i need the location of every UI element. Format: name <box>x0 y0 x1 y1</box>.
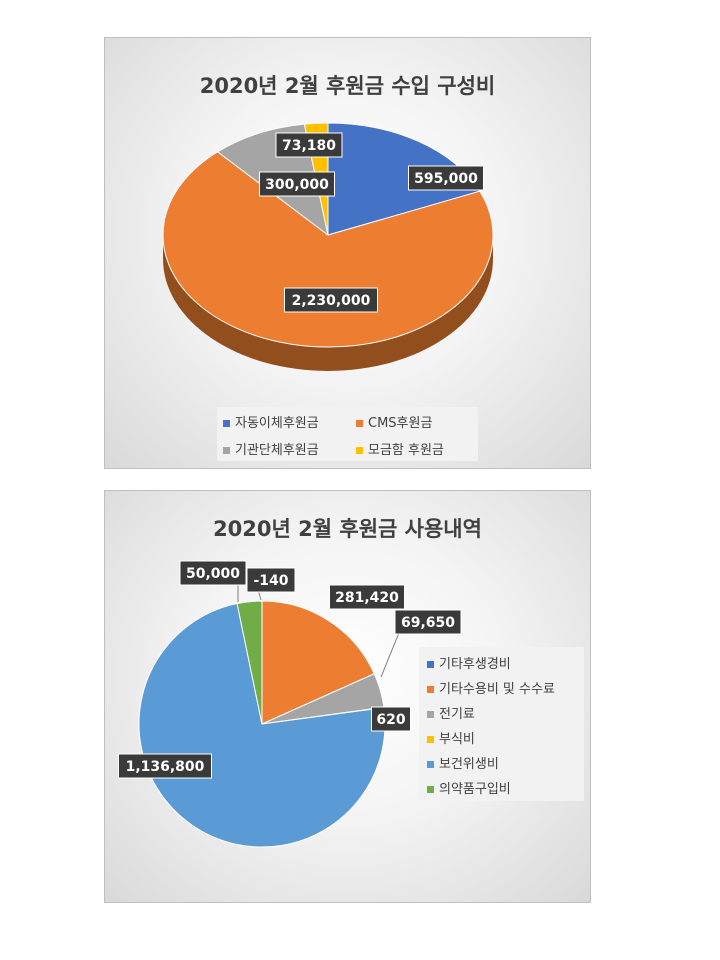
legend-label: CMS후원금 <box>368 416 433 431</box>
data-label: 1,136,800 <box>118 753 212 779</box>
chart-title: 2020년 2월 후원금 사용내역 <box>213 517 482 541</box>
chart-title: 2020년 2월 후원금 수입 구성비 <box>199 74 496 98</box>
legend-swatch <box>356 420 363 427</box>
data-label: 300,000 <box>259 171 335 197</box>
legend-label: 보건위생비 <box>439 757 499 772</box>
legend-label: 전기료 <box>439 707 475 722</box>
legend-item: 의약품구입비 <box>427 778 511 797</box>
legend-item: 부식비 <box>427 728 475 747</box>
data-label: 620 <box>371 706 411 732</box>
legend-label: 기타수용비 및 수수료 <box>439 682 555 697</box>
data-label: 69,650 <box>394 609 462 635</box>
data-label: 281,420 <box>329 584 405 610</box>
data-label: 595,000 <box>408 165 484 191</box>
pie-slice <box>162 151 494 348</box>
data-label: 2,230,000 <box>284 287 378 313</box>
pie-slice <box>236 600 263 725</box>
legend-item: CMS후원금 <box>356 412 432 431</box>
legend-swatch <box>223 420 230 427</box>
svg-text:281,420: 281,420 <box>335 590 399 606</box>
expense-legend: 기타후생경비 기타수용비 및 수수료 전기료 부식비 보건위생비 의약품구입비 <box>419 647 584 801</box>
legend-item: 기타후생경비 <box>427 653 511 672</box>
legend-item: 기타수용비 및 수수료 <box>427 678 555 697</box>
expense-pie-chart: 2020년 2월 후원금 사용내역 -140 281,420 69,650 620 1,… <box>104 490 591 903</box>
legend-item: 모금함 후원금 <box>356 439 444 458</box>
pie-slice <box>261 600 375 725</box>
legend-swatch <box>427 711 434 718</box>
legend-swatch <box>223 447 230 454</box>
legend-item: 기관단체후원금 <box>223 439 319 458</box>
legend-swatch <box>356 447 363 454</box>
svg-text:50,000: 50,000 <box>186 566 240 582</box>
svg-text:73,180: 73,180 <box>282 138 336 154</box>
legend-label: 의약품구입비 <box>439 782 511 797</box>
income-pie-chart: 2020년 2월 후원금 수입 구성비 595,000 2,230,000 300,… <box>104 37 591 469</box>
legend-item: 보건위생비 <box>427 753 499 772</box>
pie-slice <box>138 602 386 848</box>
pie-slice-side <box>163 235 493 371</box>
legend-label: 부식비 <box>439 732 475 747</box>
legend-label: 모금함 후원금 <box>368 443 444 458</box>
svg-text:300,000: 300,000 <box>265 177 329 193</box>
income-pie-svg: 595,000 2,230,000 300,000 73,180 <box>162 122 494 371</box>
legend-swatch <box>427 736 434 743</box>
legend-item: 자동이체후원금 <box>223 412 319 431</box>
data-label: 73,180 <box>275 132 343 158</box>
svg-text:1,136,800: 1,136,800 <box>126 759 205 775</box>
svg-text:2,230,000: 2,230,000 <box>292 293 371 309</box>
svg-text:-140: -140 <box>253 573 288 589</box>
legend-swatch <box>427 786 434 793</box>
legend-swatch <box>427 761 434 768</box>
svg-text:595,000: 595,000 <box>414 171 478 187</box>
legend-item: 전기료 <box>427 703 475 722</box>
legend-swatch <box>427 686 434 693</box>
svg-text:69,650: 69,650 <box>401 615 455 631</box>
svg-text:620: 620 <box>376 712 405 728</box>
legend-label: 기관단체후원금 <box>235 443 319 458</box>
legend-swatch <box>427 661 434 668</box>
legend-label: 기타후생경비 <box>439 657 511 672</box>
income-legend: 자동이체후원금 CMS후원금 기관단체후원금 모금함 후원금 <box>217 407 478 461</box>
data-label: 50,000 <box>179 560 247 586</box>
legend-label: 자동이체후원금 <box>235 416 319 431</box>
data-label: -140 <box>246 567 296 593</box>
